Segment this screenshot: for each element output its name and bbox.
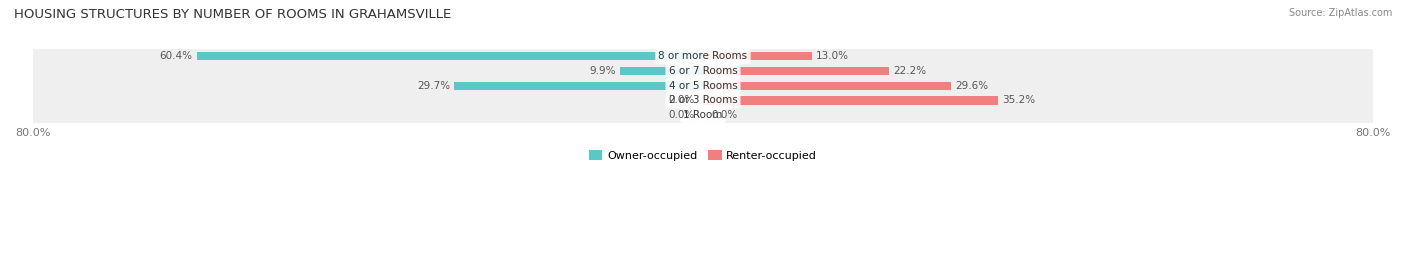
Bar xyxy=(620,67,703,75)
Bar xyxy=(32,108,1374,123)
Text: 6 or 7 Rooms: 6 or 7 Rooms xyxy=(669,66,737,76)
Text: 4 or 5 Rooms: 4 or 5 Rooms xyxy=(669,81,737,91)
Text: HOUSING STRUCTURES BY NUMBER OF ROOMS IN GRAHAMSVILLE: HOUSING STRUCTURES BY NUMBER OF ROOMS IN… xyxy=(14,8,451,21)
Bar xyxy=(32,93,1374,108)
Bar xyxy=(703,52,811,60)
Bar xyxy=(703,67,889,75)
Text: 29.7%: 29.7% xyxy=(416,81,450,91)
Legend: Owner-occupied, Renter-occupied: Owner-occupied, Renter-occupied xyxy=(589,150,817,161)
Bar xyxy=(32,78,1374,93)
Bar xyxy=(703,96,998,105)
Text: 9.9%: 9.9% xyxy=(589,66,616,76)
Bar xyxy=(197,52,703,60)
Bar xyxy=(454,82,703,90)
Bar xyxy=(32,49,1374,63)
Text: 60.4%: 60.4% xyxy=(160,51,193,61)
Text: 22.2%: 22.2% xyxy=(893,66,927,76)
Text: 0.0%: 0.0% xyxy=(668,110,695,120)
Text: 1 Room: 1 Room xyxy=(683,110,723,120)
Text: 0.0%: 0.0% xyxy=(668,95,695,105)
Text: 8 or more Rooms: 8 or more Rooms xyxy=(658,51,748,61)
Text: 13.0%: 13.0% xyxy=(815,51,849,61)
Text: 0.0%: 0.0% xyxy=(711,110,738,120)
Text: 35.2%: 35.2% xyxy=(1002,95,1035,105)
Text: Source: ZipAtlas.com: Source: ZipAtlas.com xyxy=(1288,8,1392,18)
Text: 29.6%: 29.6% xyxy=(955,81,988,91)
Text: 2 or 3 Rooms: 2 or 3 Rooms xyxy=(669,95,737,105)
Bar xyxy=(703,82,950,90)
Bar xyxy=(32,63,1374,78)
